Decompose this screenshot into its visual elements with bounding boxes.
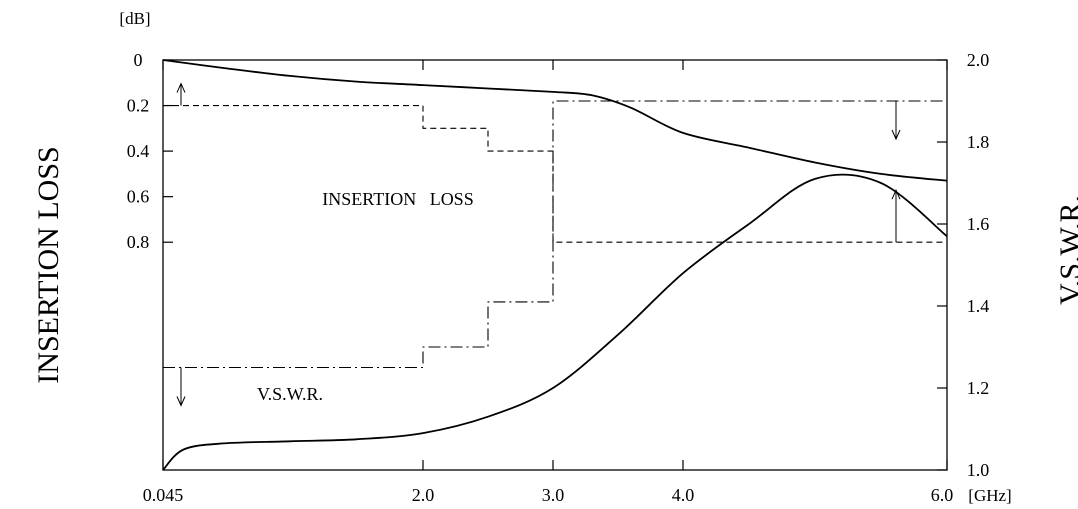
series-layer: [162, 59, 948, 471]
left-axis-unit: [dB]: [119, 9, 150, 28]
left-axis-label: INSERTION LOSS: [32, 146, 65, 383]
vswr-high-arrow-head: [891, 129, 901, 141]
x-axis-unit: [GHz]: [968, 486, 1011, 505]
vswr-limit-line: [163, 100, 947, 369]
x-tick-label: 3.0: [542, 485, 565, 505]
left-tick-label: 0.2: [127, 96, 150, 116]
left-tick-label: 0.4: [127, 141, 150, 161]
x-tick-label: 6.0: [931, 485, 954, 505]
plot-frame: [162, 59, 948, 471]
right-tick-label: 1.2: [967, 378, 990, 398]
right-tick-label: 1.8: [967, 132, 990, 152]
limit-arrows: [176, 82, 901, 407]
insertion-loss-annotation: INSERTION LOSS: [322, 189, 473, 209]
x-tick-label: 2.0: [412, 485, 435, 505]
left-tick-label: 0.8: [127, 232, 150, 252]
left-tick-label: 0.6: [127, 187, 150, 207]
right-tick-label: 1.6: [967, 214, 990, 234]
right-tick-label: 1.4: [967, 296, 990, 316]
x-tick-label: 4.0: [672, 485, 695, 505]
vswr-low-arrow-head: [176, 396, 186, 407]
x-tick-label: 0.045: [143, 485, 184, 505]
vswr-curve: [162, 173, 948, 471]
insertion-loss-low-arrow-head: [176, 82, 186, 93]
insertion-loss-curve: [162, 59, 948, 182]
right-tick-label: 1.0: [967, 460, 990, 480]
plot-border: [162, 59, 948, 471]
right-axis-label: V.S.W.R.: [1054, 195, 1078, 305]
vswr-annotation: V.S.W.R.: [257, 384, 323, 404]
tick-layer: 0 0.2 0.4 0.6 0.8 1.0 1.2 1.4 1.6 1.8 2.0 0.045 2.0 3…: [127, 50, 990, 505]
insertion-loss-high-arrow-head: [891, 188, 901, 200]
insertion-loss-limit-line: [163, 105, 947, 243]
right-tick-label: 2.0: [967, 50, 990, 70]
left-tick-label: 0: [134, 50, 143, 70]
